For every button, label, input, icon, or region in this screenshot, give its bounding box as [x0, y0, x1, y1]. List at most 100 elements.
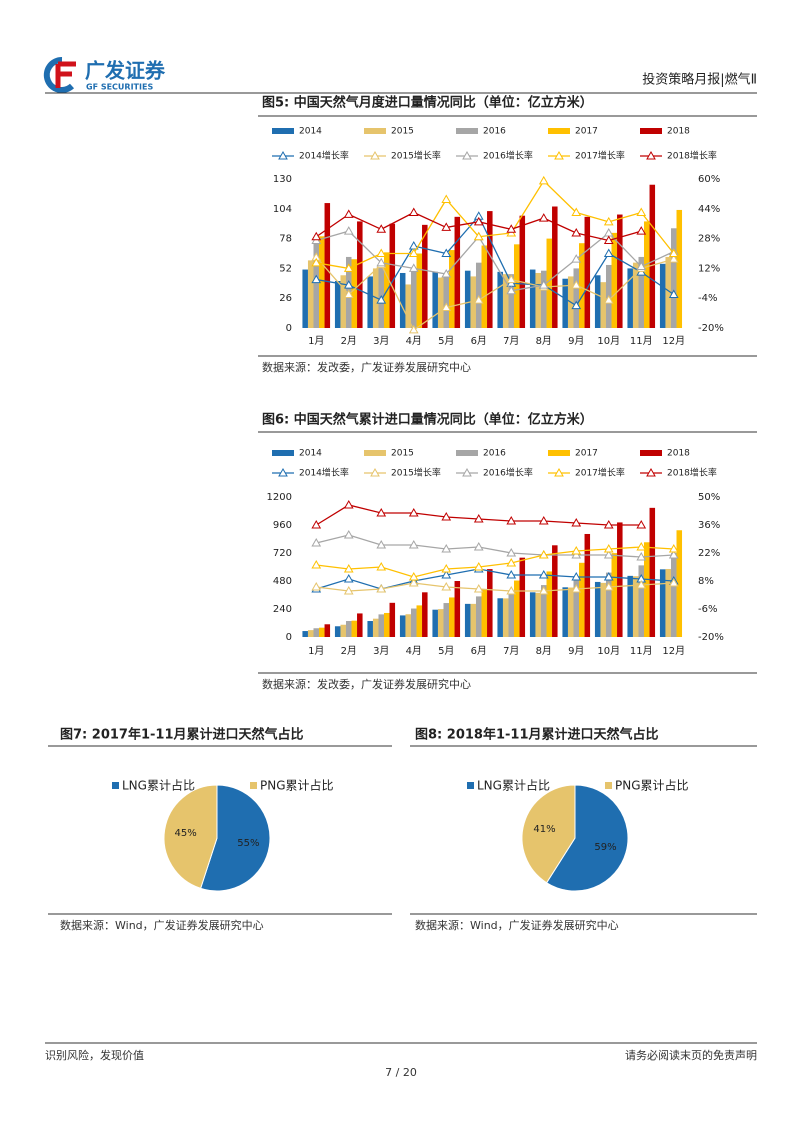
- bar: [605, 572, 612, 637]
- line-marker: [668, 254, 679, 263]
- bar: [432, 609, 438, 637]
- line-marker: [571, 583, 582, 593]
- line-marker: [441, 569, 452, 579]
- x-tick-label: 1月: [308, 335, 324, 347]
- x-tick-label: 7月: [503, 335, 519, 347]
- line-marker: [408, 507, 419, 517]
- bar: [665, 568, 671, 637]
- line-marker: [668, 577, 679, 587]
- line-marker: [571, 571, 582, 581]
- bar: [384, 612, 390, 637]
- bar: [584, 216, 591, 328]
- line-marker: [538, 515, 549, 525]
- bar: [676, 209, 683, 328]
- line-marker: [603, 248, 614, 257]
- line-marker: [311, 231, 322, 241]
- growth-line: [316, 568, 674, 590]
- legend-label: 2017: [575, 449, 598, 459]
- bar: [324, 624, 331, 637]
- x-tick-label: 5月: [438, 645, 454, 657]
- line-marker: [636, 226, 647, 235]
- bar: [584, 533, 591, 637]
- line-marker: [376, 248, 387, 257]
- bar: [405, 614, 411, 637]
- x-tick-label: 5月: [438, 335, 454, 347]
- line-marker: [571, 228, 582, 237]
- line-marker: [668, 289, 679, 298]
- bar: [540, 270, 547, 328]
- line-marker: [538, 280, 549, 289]
- bar: [502, 274, 509, 328]
- line-marker: [506, 274, 517, 284]
- line-marker: [636, 579, 647, 589]
- y2-tick-label: 22%: [698, 548, 720, 559]
- bar: [659, 263, 666, 328]
- bar: [437, 609, 444, 637]
- line-marker: [538, 175, 549, 185]
- footer-left: 识别风险，发现价值: [45, 1048, 144, 1062]
- line-marker: [441, 302, 452, 312]
- legend-label: 2014: [299, 127, 322, 137]
- line-marker: [441, 222, 452, 231]
- bar: [529, 269, 536, 328]
- figure-title: 图5: 中国天然气月度进口量情况同比（单位：亿立方米）: [262, 95, 593, 111]
- y-tick-label: 240: [273, 604, 292, 615]
- line-marker: [571, 254, 582, 263]
- line-marker: [506, 515, 517, 525]
- growth-line: [316, 546, 674, 578]
- x-tick-label: 6月: [471, 645, 487, 657]
- line-marker: [343, 529, 354, 539]
- line-marker: [343, 499, 354, 509]
- figure-source: 数据来源：Wind，广发证券发展研究中心: [415, 918, 619, 932]
- bar: [443, 274, 450, 328]
- line-marker: [538, 213, 549, 222]
- legend-swatch: [364, 128, 386, 134]
- line-marker: [311, 581, 322, 591]
- legend-marker: [646, 150, 656, 160]
- figure-source: 数据来源：发改委，广发证券发展研究中心: [262, 360, 471, 374]
- bar: [449, 250, 455, 328]
- bar: [508, 590, 515, 637]
- line-marker: [311, 257, 322, 267]
- figure-source: 数据来源：Wind，广发证券发展研究中心: [60, 918, 264, 932]
- line-marker: [408, 263, 419, 272]
- bar: [487, 569, 493, 637]
- bar: [546, 571, 553, 637]
- pie-slice: [521, 784, 576, 884]
- logo: [43, 56, 76, 93]
- line-marker: [603, 216, 614, 226]
- x-tick-label: 6月: [471, 335, 487, 347]
- bar: [340, 624, 346, 637]
- line-marker: [538, 585, 549, 595]
- y2-tick-label: -6%: [698, 604, 717, 615]
- pie-slice: [199, 784, 271, 892]
- legend-label: 2018: [667, 127, 690, 137]
- line-marker: [343, 209, 354, 218]
- legend-marker: [278, 150, 288, 160]
- line-marker: [506, 547, 517, 557]
- line-marker: [408, 577, 419, 587]
- y-tick-label: 0: [286, 323, 292, 334]
- line-marker: [571, 207, 582, 217]
- legend-marker: [278, 467, 288, 477]
- bar: [594, 275, 601, 328]
- line-marker: [408, 571, 419, 581]
- legend-marker: [646, 467, 656, 477]
- bar: [319, 236, 325, 328]
- legend-marker: [554, 467, 564, 477]
- bar: [313, 628, 320, 637]
- bar: [470, 276, 476, 328]
- pie-label: 41%: [533, 824, 555, 835]
- line-marker: [668, 549, 679, 559]
- line-marker: [506, 569, 517, 579]
- pie-slice: [163, 784, 218, 890]
- legend-label: 2018: [667, 449, 690, 459]
- figure-title: 图6: 中国天然气累计进口量情况同比（单位：亿立方米）: [262, 412, 593, 428]
- bar: [562, 278, 568, 328]
- bar: [497, 598, 503, 637]
- bar: [546, 238, 553, 328]
- line-marker: [571, 300, 582, 310]
- x-tick-label: 12月: [662, 335, 685, 347]
- line-marker: [311, 537, 322, 547]
- x-tick-label: 2月: [341, 335, 357, 347]
